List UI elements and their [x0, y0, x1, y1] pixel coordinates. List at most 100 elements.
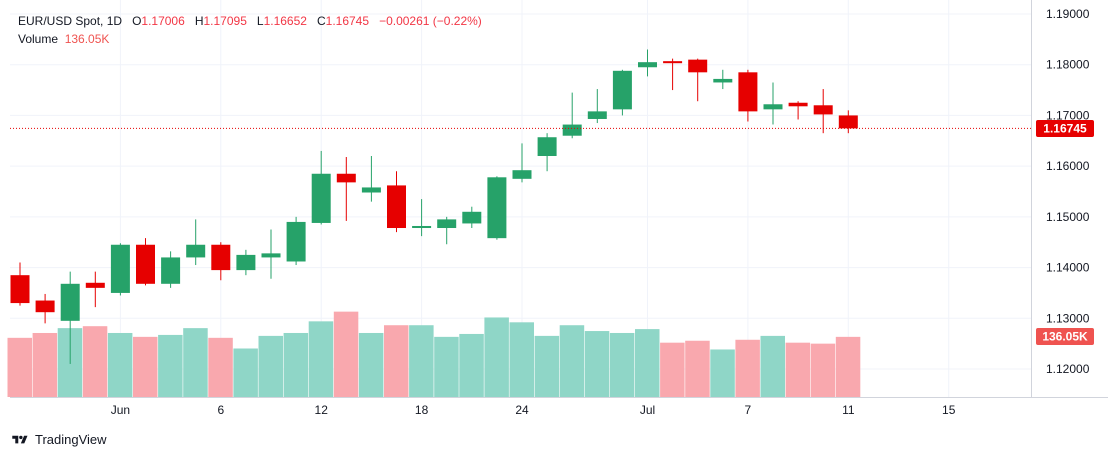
x-tick-label: 24: [515, 403, 529, 417]
volume-value: 136.05K: [64, 32, 110, 46]
legend-volume-row: Volume 136.05K: [18, 30, 482, 48]
candle-body: [136, 244, 155, 284]
candle-body: [387, 185, 406, 229]
volume-bar: [208, 337, 233, 397]
x-tick-label: 15: [942, 403, 956, 417]
y-tick-label: 1.13000: [1046, 311, 1090, 325]
volume-bar: [233, 348, 258, 397]
candle: [638, 49, 657, 77]
candle: [738, 69, 758, 122]
candle-body: [537, 137, 557, 156]
tradingview-logo[interactable]: TradingView: [10, 432, 107, 447]
volume-bar: [584, 331, 610, 397]
candle-body: [336, 173, 356, 183]
y-tick-label: 1.12000: [1046, 362, 1090, 376]
x-tick-label: 18: [415, 403, 429, 417]
candle-body: [688, 59, 708, 73]
x-tick-label: 11: [842, 403, 855, 417]
volume-bar: [384, 325, 409, 397]
candle-body: [85, 282, 105, 288]
candle-body: [161, 257, 181, 284]
volume-bar: [409, 325, 434, 397]
volume-bar: [609, 332, 635, 397]
candle: [60, 271, 80, 364]
candle-body: [437, 219, 457, 229]
x-tick-label: 6: [217, 403, 224, 417]
candle: [136, 238, 155, 286]
candle-body: [487, 177, 507, 239]
candle-body: [361, 187, 381, 193]
candle-body: [713, 78, 733, 83]
volume-bar: [509, 322, 534, 397]
candle: [688, 58, 708, 102]
candle: [512, 143, 532, 183]
volume-bar: [258, 335, 283, 397]
candlesticks: [10, 49, 858, 364]
candle: [412, 199, 432, 237]
price-axis[interactable]: 1.19000 1.18000 1.17000 1.16000 1.15000 1.140…: [1046, 7, 1090, 376]
candle: [110, 243, 130, 296]
volume-bar: [735, 339, 760, 397]
volume-bars: [7, 311, 861, 397]
candle-body: [663, 61, 683, 64]
open-value: 1.17006: [141, 14, 185, 28]
volume-label[interactable]: Volume: [18, 32, 59, 46]
candle-body: [261, 253, 281, 258]
y-tick-label: 1.16000: [1046, 159, 1090, 173]
candle-body: [838, 115, 858, 129]
candle-body: [763, 104, 783, 110]
volume-bar: [333, 311, 359, 397]
candle-body: [186, 244, 206, 258]
candle-body: [813, 105, 833, 115]
symbol-label[interactable]: EUR/USD Spot, 1D: [18, 14, 123, 28]
candle: [161, 251, 181, 288]
high-value: 1.17095: [203, 14, 247, 28]
time-axis[interactable]: Jun 6 12 18 24 Jul 7 11 15: [111, 403, 956, 417]
candle-body: [638, 62, 657, 68]
y-tick-label: 1.18000: [1046, 58, 1090, 72]
volume-bar: [710, 349, 735, 397]
volume-bar: [660, 342, 685, 397]
candle: [587, 89, 607, 124]
candle: [286, 216, 306, 266]
candle: [236, 249, 256, 276]
candle-body: [612, 70, 632, 110]
volume-bar: [32, 332, 58, 397]
volume-bar: [358, 332, 384, 397]
candle: [261, 229, 281, 279]
candle-body: [412, 225, 432, 229]
x-tick-label: 12: [315, 403, 329, 417]
volume-bar: [107, 332, 133, 397]
candle: [387, 171, 406, 233]
volume-bar: [835, 336, 861, 397]
candle: [713, 69, 733, 90]
candle: [85, 271, 105, 308]
chart-legend: EUR/USD Spot, 1D O1.17006 H1.17095 L1.16…: [18, 12, 482, 48]
y-tick-label: 1.14000: [1046, 261, 1090, 275]
candle: [462, 206, 482, 229]
candle: [35, 293, 55, 324]
volume-bar: [559, 325, 585, 397]
candle: [537, 133, 557, 172]
change-value: −0.00261 (−0.22%): [379, 14, 482, 28]
tradingview-logo-icon: [12, 435, 28, 443]
volume-bar: [82, 326, 108, 397]
x-tick-label: Jul: [640, 403, 655, 417]
x-tick-label: 7: [745, 403, 752, 417]
volume-bar: [760, 335, 785, 397]
candle: [813, 89, 833, 134]
candle: [336, 157, 356, 221]
candle-body: [60, 283, 80, 321]
volume-bar: [7, 337, 32, 397]
low-value: 1.16652: [263, 14, 307, 28]
candle-body: [236, 254, 256, 271]
volume-bar: [810, 343, 836, 397]
candle: [311, 150, 331, 225]
volume-bar: [434, 336, 459, 397]
x-tick-label: Jun: [111, 403, 130, 417]
candle: [437, 216, 457, 245]
candle-body: [211, 244, 231, 271]
candle-body: [110, 244, 130, 293]
candle: [788, 101, 808, 120]
